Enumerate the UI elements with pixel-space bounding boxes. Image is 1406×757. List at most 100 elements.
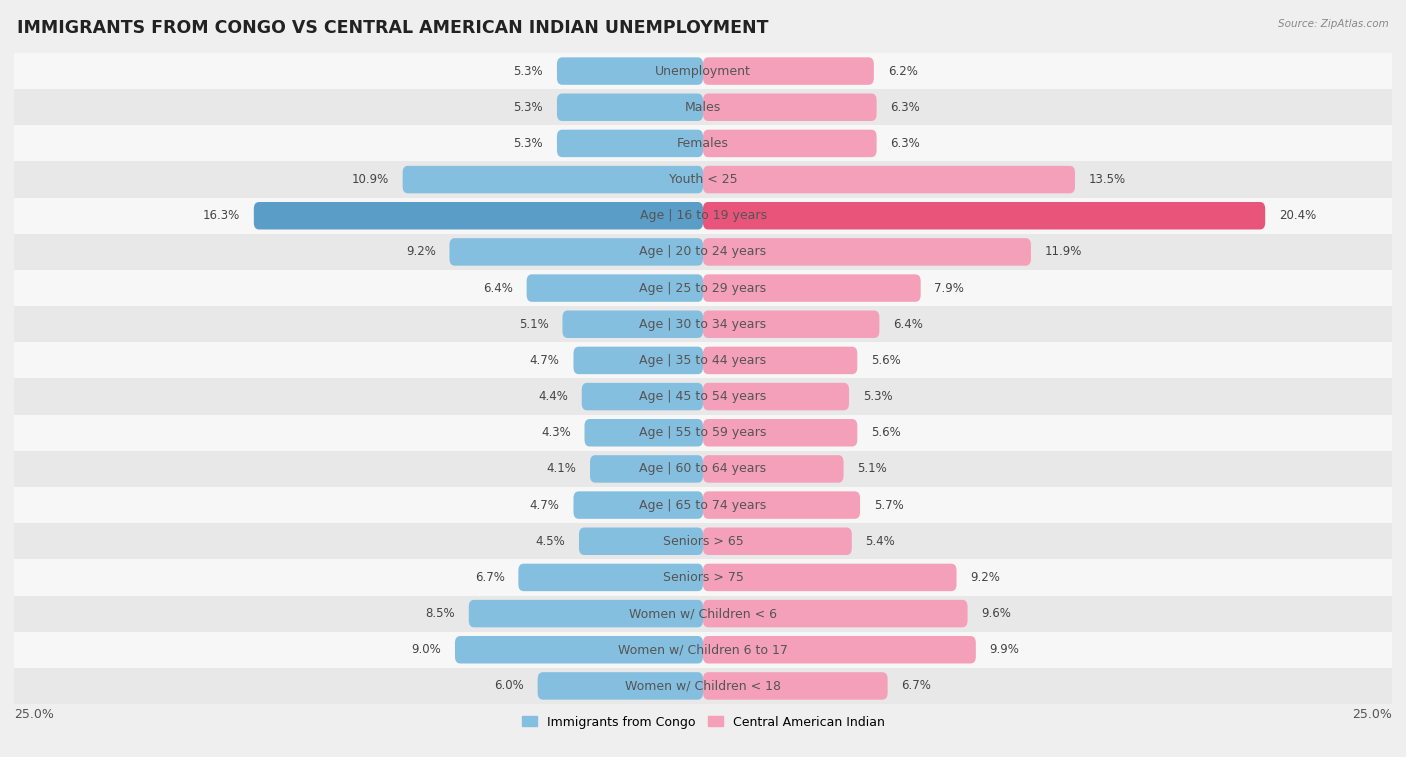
Text: IMMIGRANTS FROM CONGO VS CENTRAL AMERICAN INDIAN UNEMPLOYMENT: IMMIGRANTS FROM CONGO VS CENTRAL AMERICA… xyxy=(17,19,768,37)
Bar xyxy=(14,198,1392,234)
Text: 5.3%: 5.3% xyxy=(513,101,543,114)
Text: Age | 60 to 64 years: Age | 60 to 64 years xyxy=(640,463,766,475)
FancyBboxPatch shape xyxy=(574,491,703,519)
Text: Seniors > 75: Seniors > 75 xyxy=(662,571,744,584)
Text: 10.9%: 10.9% xyxy=(352,173,389,186)
Bar xyxy=(14,559,1392,596)
Text: Age | 45 to 54 years: Age | 45 to 54 years xyxy=(640,390,766,403)
Text: Age | 25 to 29 years: Age | 25 to 29 years xyxy=(640,282,766,294)
Text: 6.0%: 6.0% xyxy=(494,680,524,693)
Bar xyxy=(14,270,1392,306)
FancyBboxPatch shape xyxy=(591,455,703,483)
Text: 5.4%: 5.4% xyxy=(866,534,896,548)
FancyBboxPatch shape xyxy=(703,94,876,121)
FancyBboxPatch shape xyxy=(703,274,921,302)
Text: Age | 65 to 74 years: Age | 65 to 74 years xyxy=(640,499,766,512)
FancyBboxPatch shape xyxy=(703,383,849,410)
Text: Age | 35 to 44 years: Age | 35 to 44 years xyxy=(640,354,766,367)
Text: 5.3%: 5.3% xyxy=(863,390,893,403)
FancyBboxPatch shape xyxy=(579,528,703,555)
Text: 6.7%: 6.7% xyxy=(475,571,505,584)
Text: 6.2%: 6.2% xyxy=(887,64,918,77)
Text: 4.3%: 4.3% xyxy=(541,426,571,439)
Text: Source: ZipAtlas.com: Source: ZipAtlas.com xyxy=(1278,19,1389,29)
Text: Seniors > 65: Seniors > 65 xyxy=(662,534,744,548)
Text: 5.1%: 5.1% xyxy=(519,318,548,331)
FancyBboxPatch shape xyxy=(585,419,703,447)
Text: 5.3%: 5.3% xyxy=(513,64,543,77)
Text: Age | 55 to 59 years: Age | 55 to 59 years xyxy=(640,426,766,439)
Bar xyxy=(14,53,1392,89)
Text: Age | 30 to 34 years: Age | 30 to 34 years xyxy=(640,318,766,331)
Text: Women w/ Children < 6: Women w/ Children < 6 xyxy=(628,607,778,620)
FancyBboxPatch shape xyxy=(527,274,703,302)
Text: 5.1%: 5.1% xyxy=(858,463,887,475)
Bar xyxy=(14,487,1392,523)
FancyBboxPatch shape xyxy=(703,202,1265,229)
FancyBboxPatch shape xyxy=(703,58,875,85)
Text: 9.9%: 9.9% xyxy=(990,643,1019,656)
Text: 11.9%: 11.9% xyxy=(1045,245,1083,258)
Text: Women w/ Children < 18: Women w/ Children < 18 xyxy=(626,680,780,693)
FancyBboxPatch shape xyxy=(703,166,1076,193)
FancyBboxPatch shape xyxy=(402,166,703,193)
Text: 9.0%: 9.0% xyxy=(412,643,441,656)
FancyBboxPatch shape xyxy=(703,419,858,447)
Text: 16.3%: 16.3% xyxy=(202,209,240,223)
Text: 4.5%: 4.5% xyxy=(536,534,565,548)
FancyBboxPatch shape xyxy=(557,129,703,157)
Text: Unemployment: Unemployment xyxy=(655,64,751,77)
FancyBboxPatch shape xyxy=(468,600,703,628)
Text: Women w/ Children 6 to 17: Women w/ Children 6 to 17 xyxy=(619,643,787,656)
FancyBboxPatch shape xyxy=(519,564,703,591)
Text: Youth < 25: Youth < 25 xyxy=(669,173,737,186)
Bar xyxy=(14,631,1392,668)
Text: Males: Males xyxy=(685,101,721,114)
Bar xyxy=(14,306,1392,342)
Bar xyxy=(14,161,1392,198)
Text: 9.2%: 9.2% xyxy=(970,571,1000,584)
Text: 8.5%: 8.5% xyxy=(426,607,456,620)
Text: 9.6%: 9.6% xyxy=(981,607,1011,620)
Bar xyxy=(14,668,1392,704)
Text: 4.7%: 4.7% xyxy=(530,499,560,512)
Bar xyxy=(14,342,1392,378)
Bar xyxy=(14,596,1392,631)
FancyBboxPatch shape xyxy=(703,600,967,628)
Text: 4.7%: 4.7% xyxy=(530,354,560,367)
Text: 4.4%: 4.4% xyxy=(538,390,568,403)
Bar xyxy=(14,126,1392,161)
Text: 9.2%: 9.2% xyxy=(406,245,436,258)
FancyBboxPatch shape xyxy=(557,94,703,121)
Text: 7.9%: 7.9% xyxy=(935,282,965,294)
Text: 5.6%: 5.6% xyxy=(872,426,901,439)
FancyBboxPatch shape xyxy=(537,672,703,699)
FancyBboxPatch shape xyxy=(703,672,887,699)
FancyBboxPatch shape xyxy=(703,528,852,555)
Text: 6.4%: 6.4% xyxy=(893,318,922,331)
Text: 6.3%: 6.3% xyxy=(890,101,920,114)
Text: 5.7%: 5.7% xyxy=(875,499,904,512)
Text: 25.0%: 25.0% xyxy=(14,708,53,721)
FancyBboxPatch shape xyxy=(703,347,858,374)
FancyBboxPatch shape xyxy=(562,310,703,338)
Text: Age | 20 to 24 years: Age | 20 to 24 years xyxy=(640,245,766,258)
Legend: Immigrants from Congo, Central American Indian: Immigrants from Congo, Central American … xyxy=(516,711,890,734)
Text: 4.1%: 4.1% xyxy=(547,463,576,475)
Text: 6.7%: 6.7% xyxy=(901,680,931,693)
Bar xyxy=(14,234,1392,270)
Bar xyxy=(14,451,1392,487)
FancyBboxPatch shape xyxy=(703,238,1031,266)
FancyBboxPatch shape xyxy=(456,636,703,663)
FancyBboxPatch shape xyxy=(703,455,844,483)
Text: Age | 16 to 19 years: Age | 16 to 19 years xyxy=(640,209,766,223)
FancyBboxPatch shape xyxy=(254,202,703,229)
Text: 25.0%: 25.0% xyxy=(1353,708,1392,721)
FancyBboxPatch shape xyxy=(450,238,703,266)
FancyBboxPatch shape xyxy=(557,58,703,85)
FancyBboxPatch shape xyxy=(574,347,703,374)
Bar xyxy=(14,523,1392,559)
Text: Females: Females xyxy=(678,137,728,150)
FancyBboxPatch shape xyxy=(703,564,956,591)
Text: 5.6%: 5.6% xyxy=(872,354,901,367)
